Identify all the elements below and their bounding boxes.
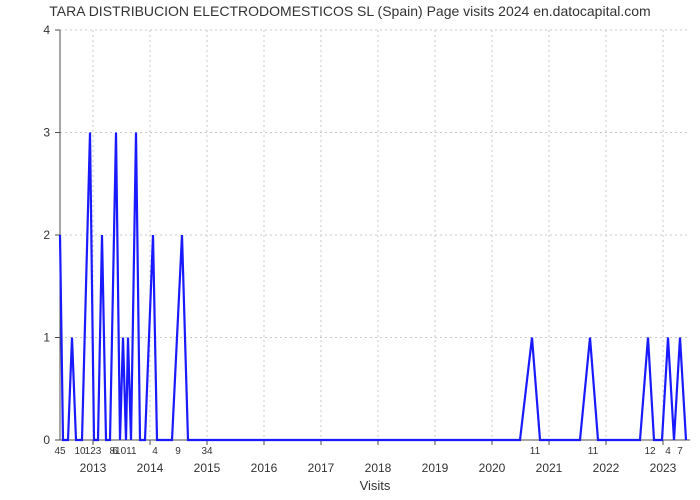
xtick-upper-label: 9 [175, 446, 181, 457]
chart-svg: TARA DISTRIBUCION ELECTRODOMESTICOS SL (… [0, 0, 700, 500]
ytick-label: 2 [43, 228, 50, 242]
xtick-upper-label: 7 [677, 446, 683, 457]
year-label: 2022 [593, 461, 620, 475]
xtick-upper-label: 4 [152, 446, 158, 457]
year-label: 2014 [137, 461, 164, 475]
ytick-label: 1 [43, 331, 50, 345]
year-label: 2023 [650, 461, 677, 475]
xtick-upper-label: 4 [665, 446, 671, 457]
ytick-label: 3 [43, 126, 50, 140]
year-label: 2020 [479, 461, 506, 475]
line-chart: TARA DISTRIBUCION ELECTRODOMESTICOS SL (… [0, 0, 700, 500]
xtick-upper-label: 123 [85, 446, 102, 457]
year-label: 2015 [194, 461, 221, 475]
year-label: 2019 [422, 461, 449, 475]
xtick-upper-label: 11 [588, 446, 599, 457]
xtick-upper-label: 34 [201, 446, 213, 457]
year-label: 2013 [80, 461, 107, 475]
xtick-upper-label: 12 [644, 446, 656, 457]
year-label: 2017 [308, 461, 335, 475]
chart-title: TARA DISTRIBUCION ELECTRODOMESTICOS SL (… [49, 3, 650, 19]
ytick-label: 4 [43, 23, 50, 37]
year-label: 2016 [251, 461, 278, 475]
year-label: 2018 [365, 461, 392, 475]
xtick-upper-label: 45 [54, 446, 66, 457]
xtick-upper-label: 81011 [109, 446, 137, 457]
ytick-label: 0 [43, 433, 50, 447]
x-axis-label: Visits [360, 478, 391, 493]
xtick-upper-label: 11 [530, 446, 541, 457]
year-label: 2021 [536, 461, 563, 475]
